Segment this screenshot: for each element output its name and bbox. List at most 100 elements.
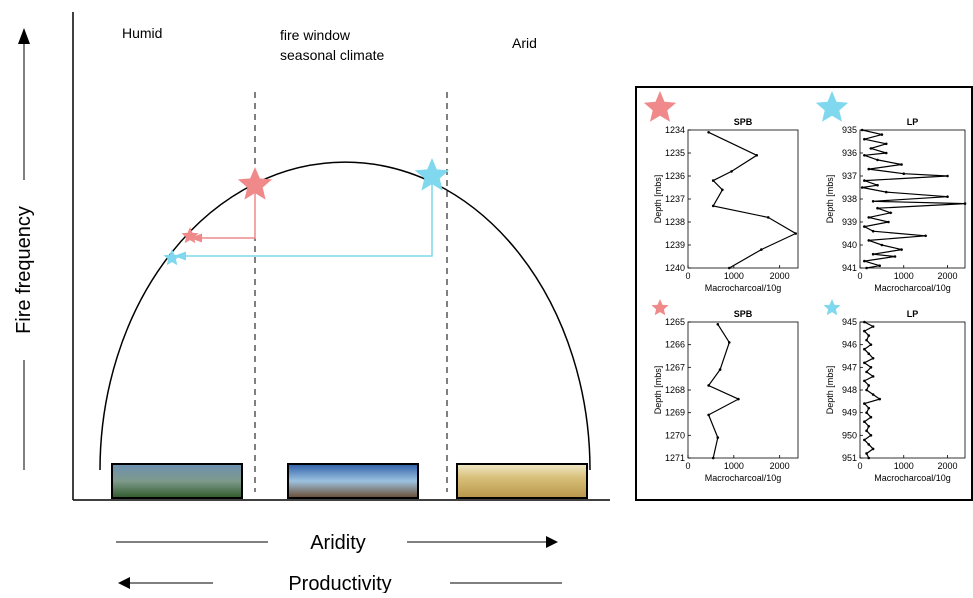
point [872, 253, 875, 256]
x-axis-label: Aridity [310, 532, 366, 554]
point [712, 457, 715, 460]
figure: Humid fire window seasonal climate Arid … [0, 0, 973, 593]
x-tick-label: 2000 [770, 461, 790, 471]
y-tick-label: 935 [842, 125, 857, 135]
point [707, 414, 710, 417]
point [707, 384, 710, 387]
x-tick-label: 1000 [894, 461, 914, 471]
point [865, 430, 868, 433]
point [728, 267, 731, 270]
y-axis-label: Depth [mbs] [825, 175, 835, 224]
point [867, 239, 870, 242]
star [816, 91, 848, 122]
point [889, 212, 892, 215]
y-tick-label: 937 [842, 171, 857, 181]
photo-arid [457, 464, 587, 498]
point [872, 325, 875, 328]
point [728, 341, 731, 344]
point [863, 362, 866, 365]
point [885, 152, 888, 155]
point [885, 191, 888, 194]
chart-title: LP [907, 117, 919, 127]
point [876, 207, 879, 210]
plot-frame [688, 322, 798, 458]
point [867, 425, 870, 428]
chart-title: SPB [734, 309, 753, 319]
point [924, 235, 927, 238]
y-tick-label: 949 [842, 408, 857, 418]
point [794, 232, 797, 235]
line [709, 324, 739, 458]
y-tick-label: 1268 [665, 385, 685, 395]
y-axis-label: Depth [mbs] [825, 366, 835, 415]
diagram: Humid fire window seasonal climate Arid … [13, 12, 972, 593]
x-tick-label: 1000 [894, 271, 914, 281]
line [709, 132, 796, 268]
y-tick-label: 1235 [665, 148, 685, 158]
point [870, 147, 873, 150]
point [719, 368, 722, 371]
point [861, 186, 864, 189]
y-axis-label: Fire frequency [13, 206, 35, 334]
point [865, 389, 868, 392]
x-tick-label: 2000 [937, 271, 957, 281]
point [716, 436, 719, 439]
point [867, 216, 870, 219]
y-tick-label: 1267 [665, 362, 685, 372]
star [651, 299, 668, 315]
x-axis-label: Productivity [288, 573, 391, 593]
point [867, 407, 870, 410]
x-tick-label: 0 [685, 271, 690, 281]
point [767, 216, 770, 219]
point [863, 154, 866, 157]
point [870, 343, 873, 346]
point [865, 452, 868, 455]
point [712, 179, 715, 182]
photo-humid [112, 464, 242, 498]
plot-frame [860, 322, 965, 458]
point [867, 334, 870, 337]
fire-curve [100, 162, 590, 470]
point [737, 398, 740, 401]
x-tick-label: 0 [685, 461, 690, 471]
charts: SPB0100020001234123512361237123812391240… [644, 91, 967, 483]
star [163, 249, 180, 265]
point [946, 195, 949, 198]
zone-label: fire window [280, 27, 351, 43]
x-axis-label: Macrocharcoal/10g [705, 283, 782, 293]
y-tick-label: 1238 [665, 217, 685, 227]
point [900, 248, 903, 251]
y-axis-label: Depth [mbs] [653, 366, 663, 415]
point [863, 138, 866, 141]
point [946, 175, 949, 178]
point [867, 168, 870, 171]
point [872, 393, 875, 396]
point [872, 200, 875, 203]
point [881, 133, 884, 136]
point [867, 384, 870, 387]
point [902, 172, 905, 175]
point [712, 205, 715, 208]
arrow-head [18, 28, 30, 44]
point [881, 244, 884, 247]
x-tick-label: 1000 [724, 461, 744, 471]
y-tick-label: 1240 [665, 263, 685, 273]
zone-label: seasonal climate [280, 47, 384, 63]
point [863, 380, 866, 383]
x-axis-label: Macrocharcoal/10g [874, 473, 951, 483]
arrow-head [546, 536, 558, 548]
point [863, 260, 866, 263]
y-tick-label: 940 [842, 240, 857, 250]
point [863, 439, 866, 442]
point [876, 159, 879, 162]
y-tick-label: 936 [842, 148, 857, 158]
x-axis-label: Macrocharcoal/10g [705, 473, 782, 483]
y-tick-label: 938 [842, 194, 857, 204]
y-tick-label: 939 [842, 217, 857, 227]
point [863, 420, 866, 423]
y-tick-label: 951 [842, 453, 857, 463]
x-tick-label: 1000 [724, 271, 744, 281]
zone-label: Humid [122, 25, 162, 41]
y-tick-label: 1271 [665, 453, 685, 463]
point [707, 131, 710, 134]
